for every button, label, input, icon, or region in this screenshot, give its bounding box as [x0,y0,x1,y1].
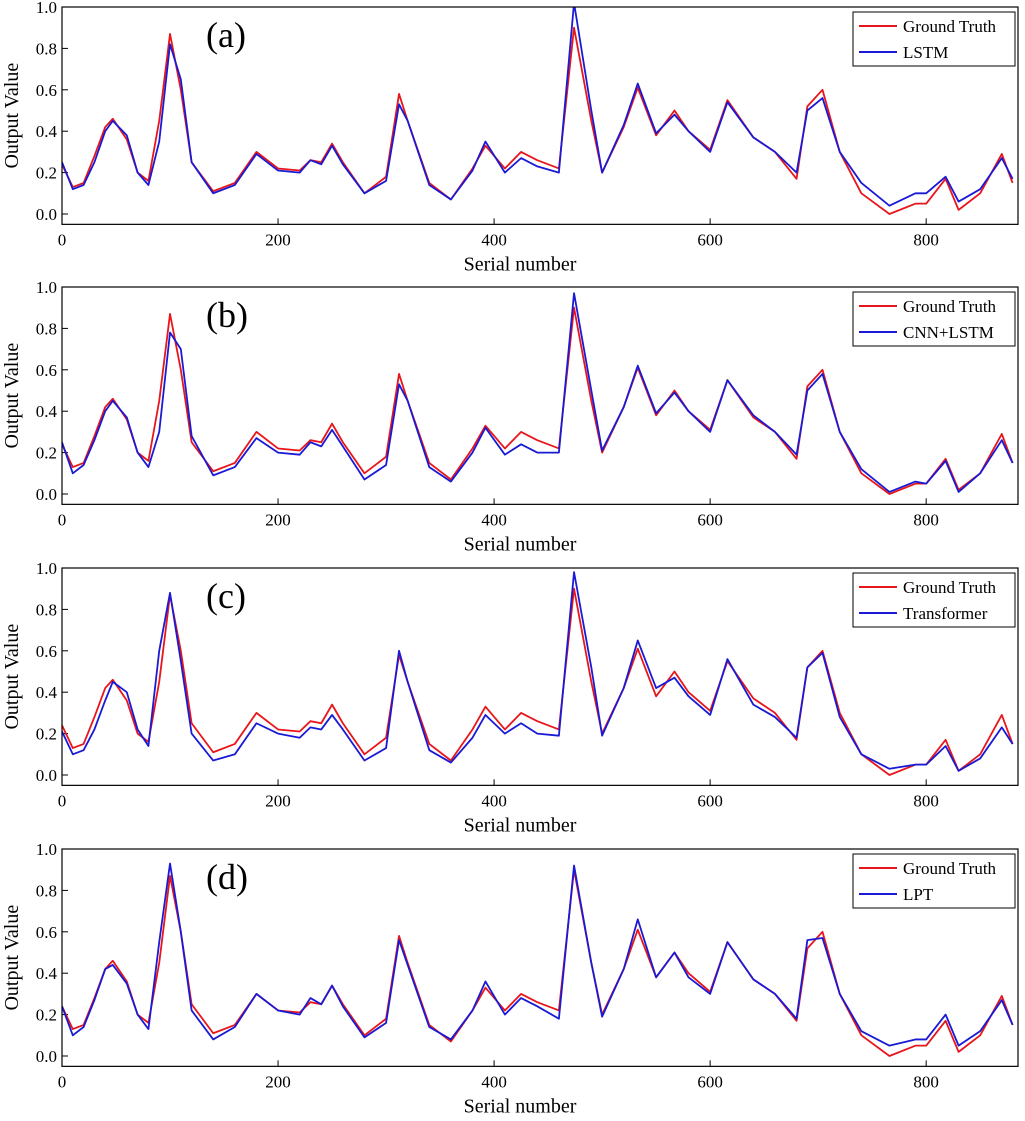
y-axis-label: Output Value [1,624,23,730]
plot-frame [61,848,1019,1067]
legend-label: Ground Truth [903,17,997,36]
y-tick-label: 1.0 [36,0,57,17]
panel-label: (c) [206,576,246,616]
panel: 0.0 0.2 0.4 0.6 0.8 1.0 0 200 400 600 800 (c) Serial… [1,559,1019,836]
x-tick-label: 400 [481,1072,507,1091]
x-tick-label: 200 [265,1072,291,1091]
y-tick-label: 0.0 [36,205,57,224]
x-tick-label: 600 [697,510,723,529]
y-axis-label: Output Value [1,905,23,1011]
y-tick-label: 0.2 [36,164,57,183]
x-axis-label: Serial number [464,814,577,836]
y-tick-label: 1.0 [36,559,57,578]
x-tick-label: 0 [58,230,67,249]
plot-frame [61,6,1019,225]
y-tick-label: 0.8 [36,39,57,58]
x-tick-label: 400 [481,791,507,810]
x-tick-label: 0 [58,510,67,529]
x-tick-label: 600 [697,1072,723,1091]
y-tick-label: 0.4 [36,683,58,702]
x-tick-label: 0 [58,791,67,810]
x-tick-label: 200 [265,510,291,529]
y-tick-label: 0.4 [36,964,58,983]
y-tick-label: 0.6 [36,81,57,100]
x-axis-label: Serial number [464,533,577,555]
x-tick-label: 800 [913,510,939,529]
panel: 0.0 0.2 0.4 0.6 0.8 1.0 0 200 400 600 800 (a) Serial… [1,0,1019,275]
y-tick-label: 0.8 [36,881,57,900]
x-tick-label: 800 [913,1072,939,1091]
y-tick-label: 0.6 [36,642,57,661]
legend-label: Ground Truth [903,859,997,878]
y-axis-label: Output Value [1,343,23,449]
legend-box [852,291,1016,347]
y-tick-label: 0.8 [36,600,57,619]
plot-frame [61,286,1019,505]
y-tick-label: 0.8 [36,319,57,338]
x-tick-label: 600 [697,791,723,810]
series-line [62,571,1014,772]
legend-box [852,853,1016,909]
panel-label: (b) [206,295,248,335]
y-tick-label: 0.4 [36,122,58,141]
series-line [62,292,1014,493]
x-tick-label: 400 [481,230,507,249]
y-tick-label: 0.6 [36,361,57,380]
x-tick-label: 0 [58,1072,67,1091]
y-tick-label: 0.2 [36,725,57,744]
y-tick-label: 0.6 [36,923,57,942]
legend-label: Transformer [903,604,988,623]
x-tick-label: 200 [265,791,291,810]
legend-label: LSTM [903,43,948,62]
legend-label: CNN+LSTM [903,323,994,342]
series-line [62,868,1014,1057]
y-tick-label: 1.0 [36,278,57,297]
x-tick-label: 800 [913,791,939,810]
x-tick-label: 800 [913,230,939,249]
plot-frame [61,567,1019,786]
y-tick-label: 0.0 [36,1047,57,1066]
panel: 0.0 0.2 0.4 0.6 0.8 1.0 0 200 400 600 800 (b) Serial… [1,278,1019,555]
panel-label: (d) [206,857,248,897]
x-tick-label: 200 [265,230,291,249]
series-line [62,862,1014,1047]
y-tick-label: 0.0 [36,766,57,785]
panel: 0.0 0.2 0.4 0.6 0.8 1.0 0 200 400 600 800 (d) Serial… [1,840,1019,1117]
y-tick-label: 0.2 [36,1006,57,1025]
y-axis-label: Output Value [1,63,23,169]
legend-box [852,11,1016,67]
legend-label: Ground Truth [903,297,997,316]
y-tick-label: 0.2 [36,444,57,463]
y-tick-label: 0.4 [36,402,58,421]
x-tick-label: 600 [697,230,723,249]
panel-label: (a) [206,15,246,55]
legend-box [852,572,1016,628]
x-axis-label: Serial number [464,1095,577,1116]
y-tick-label: 1.0 [36,840,57,859]
x-axis-label: Serial number [464,253,577,275]
legend-label: LPT [903,885,934,904]
series-line [62,26,1014,215]
x-tick-label: 400 [481,510,507,529]
series-line [62,7,1014,207]
y-tick-label: 0.0 [36,485,57,504]
legend-label: Ground Truth [903,578,997,597]
